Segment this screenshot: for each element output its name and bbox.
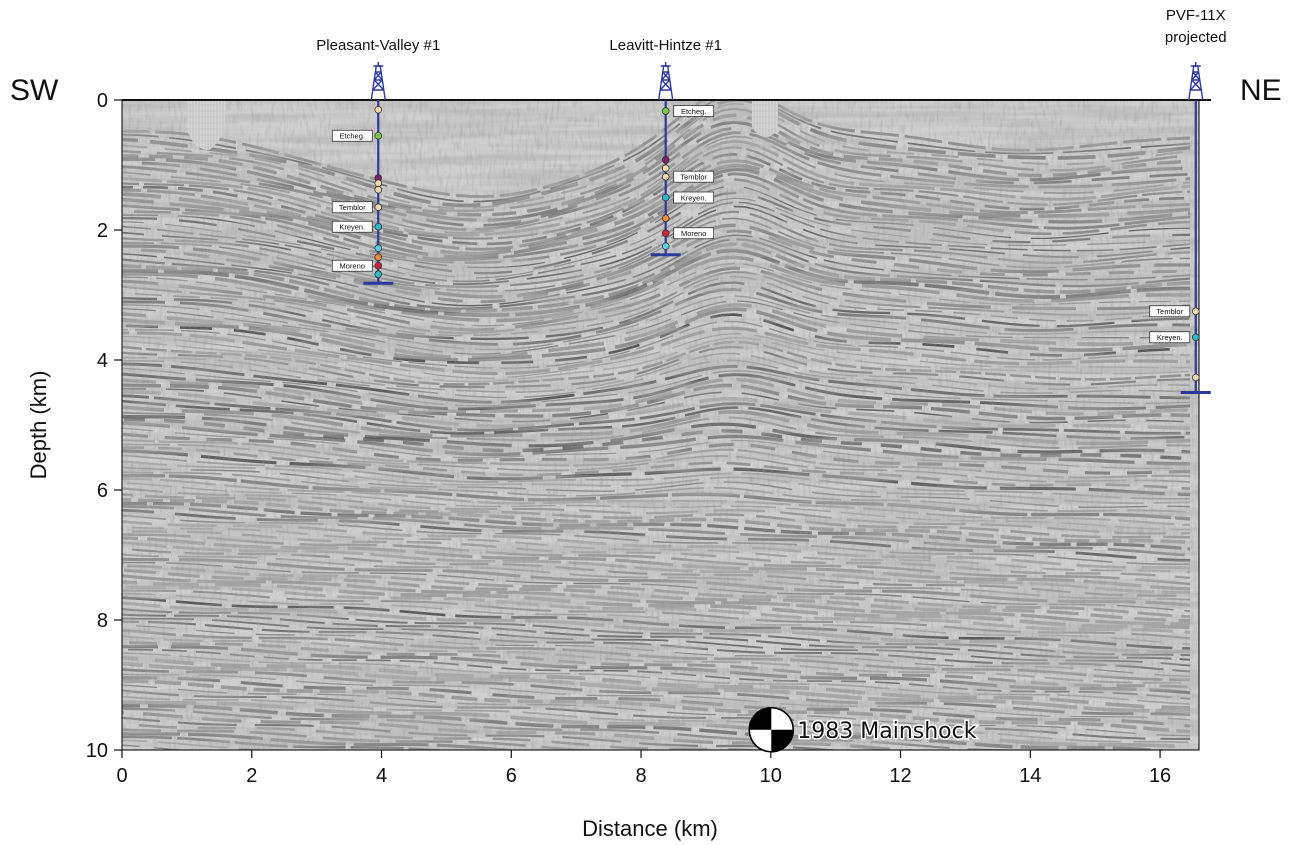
formation-top-marker bbox=[374, 244, 383, 253]
formation-tag: Kreyen. bbox=[1149, 331, 1191, 344]
y-tick-label: 2 bbox=[97, 220, 108, 242]
data-gap-notch bbox=[186, 100, 226, 151]
data-gaps bbox=[186, 100, 778, 151]
oil-derrick-icon bbox=[1188, 62, 1204, 101]
formation-label: Kreyen. bbox=[681, 193, 707, 202]
x-tick-label: 12 bbox=[889, 765, 911, 787]
formation-tag: Temblor bbox=[673, 170, 715, 183]
focal-mechanism-icon bbox=[748, 706, 795, 753]
formation-top-marker bbox=[661, 229, 670, 238]
formation-label: Etcheg. bbox=[681, 107, 706, 116]
formation-tag: Etcheg. bbox=[331, 129, 373, 142]
formation-top-marker bbox=[661, 242, 670, 251]
formation-top-marker bbox=[374, 222, 383, 231]
formation-top-marker bbox=[374, 185, 383, 194]
oil-derrick-icon bbox=[370, 62, 386, 101]
well-name-label: Leavitt-Hintze #1 bbox=[609, 37, 722, 54]
x-axis-title: Distance (km) bbox=[582, 816, 718, 841]
formation-top-marker bbox=[374, 105, 383, 114]
formation-top-marker bbox=[1191, 333, 1200, 342]
formation-tag: Temblor bbox=[1149, 305, 1191, 318]
well-name-label: Pleasant-Valley #1 bbox=[316, 37, 440, 54]
well-1: Pleasant-Valley #1 Etcheg. Temblor Kreyen. M… bbox=[316, 37, 440, 285]
formation-top-marker bbox=[374, 131, 383, 140]
formation-tag: Kreyen. bbox=[673, 191, 715, 204]
formation-label: Temblor bbox=[1156, 307, 1183, 316]
well-name-label: PVF-11X bbox=[1166, 7, 1226, 24]
formation-top-marker bbox=[1191, 373, 1200, 382]
direction-sw-label: SW bbox=[10, 74, 59, 107]
data-gap-notch bbox=[752, 100, 778, 138]
direction-ne-label: NE bbox=[1240, 74, 1282, 107]
well-name-sublabel: projected bbox=[1165, 29, 1227, 46]
x-tick-label: 8 bbox=[635, 765, 646, 787]
formation-tag: Etcheg. bbox=[673, 105, 715, 117]
y-tick-label: 10 bbox=[86, 740, 108, 762]
formation-label: Temblor bbox=[339, 203, 366, 212]
x-tick-label: 2 bbox=[246, 765, 257, 787]
formation-top-marker bbox=[374, 270, 383, 279]
formation-label: Etcheg. bbox=[340, 132, 365, 141]
formation-top-marker bbox=[661, 107, 670, 115]
y-axis-title: Depth (km) bbox=[26, 371, 51, 480]
y-tick-label: 0 bbox=[97, 90, 108, 112]
direction-labels: SW NE bbox=[10, 74, 1282, 107]
wells: Pleasant-Valley #1 Etcheg. Temblor Kreyen. M… bbox=[316, 7, 1227, 394]
formation-top-marker bbox=[1191, 307, 1200, 316]
oil-derrick-icon bbox=[657, 62, 674, 101]
seismic-panel bbox=[121, 99, 1200, 751]
seismic-fine-texture bbox=[122, 100, 1199, 750]
formation-top-marker bbox=[374, 179, 383, 188]
earthquake-label: 1983 Mainshock bbox=[797, 719, 976, 744]
x-tick-label: 16 bbox=[1149, 765, 1171, 787]
earthquake: 1983 Mainshock bbox=[748, 706, 978, 753]
formation-top-marker bbox=[374, 253, 383, 262]
y-tick-label: 8 bbox=[97, 610, 108, 632]
x-tick-label: 4 bbox=[376, 765, 387, 787]
formation-top-marker bbox=[661, 214, 670, 223]
y-tick-label: 6 bbox=[97, 480, 108, 502]
formation-top-marker bbox=[661, 164, 670, 173]
x-tick-label: 0 bbox=[116, 765, 127, 787]
formation-tag: Temblor bbox=[331, 201, 373, 214]
formation-label: Kreyen. bbox=[1157, 333, 1183, 342]
x-tick-label: 14 bbox=[1019, 765, 1041, 787]
well-2: Leavitt-Hintze #1 Etcheg. Temblor Kreyen. Mo… bbox=[609, 37, 722, 257]
formation-tag: Moreno bbox=[673, 227, 715, 240]
formation-label: Kreyen. bbox=[339, 223, 365, 232]
x-tick-label: 10 bbox=[760, 765, 782, 787]
formation-label: Moreno bbox=[340, 262, 365, 271]
formation-label: Temblor bbox=[680, 173, 707, 182]
formation-tag: Moreno bbox=[331, 259, 373, 272]
formation-top-marker bbox=[374, 203, 383, 212]
well-3: PVF-11X projected Temblor Kreyen. bbox=[1149, 7, 1227, 394]
formation-tag: Kreyen. bbox=[331, 220, 373, 233]
formation-top-marker bbox=[661, 172, 670, 181]
formation-top-marker bbox=[661, 156, 670, 164]
y-tick-label: 4 bbox=[97, 350, 108, 372]
x-tick-label: 6 bbox=[506, 765, 517, 787]
formation-top-marker bbox=[661, 193, 670, 202]
formation-label: Moreno bbox=[681, 229, 706, 238]
formation-top-marker bbox=[374, 261, 383, 270]
